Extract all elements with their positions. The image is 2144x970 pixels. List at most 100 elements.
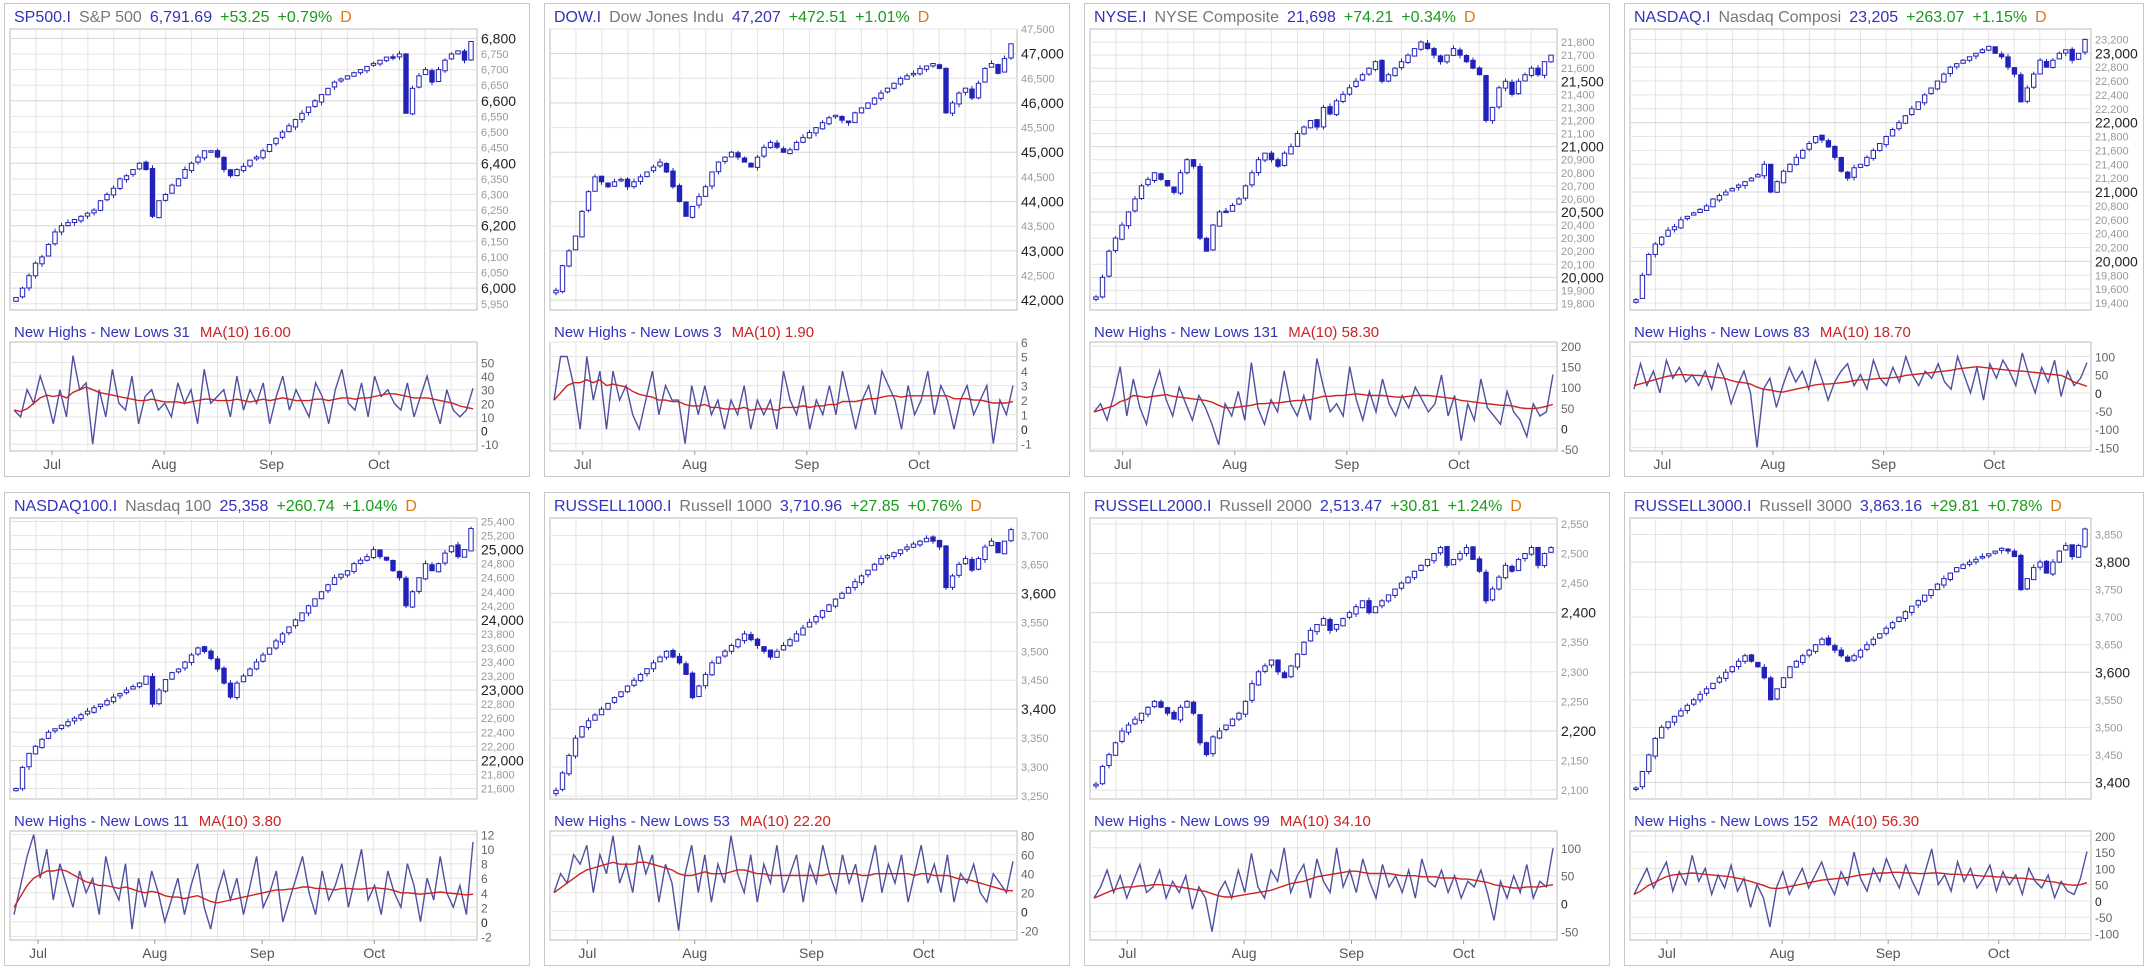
symbol-label[interactable]: NASDAQ.I <box>1634 9 1711 26</box>
candle-body <box>227 169 234 177</box>
candle-body <box>1723 191 1729 196</box>
period-toggle[interactable]: D <box>2035 9 2047 26</box>
period-toggle[interactable]: D <box>917 9 930 26</box>
period-toggle[interactable]: D <box>1510 498 1522 515</box>
chart-panel-nasdaq100[interactable]: NASDAQ100.I Nasdaq 100 25,358 +260.74 +1.04%… <box>4 492 530 966</box>
candle-body <box>832 114 839 118</box>
candle-body <box>240 165 247 172</box>
period-toggle[interactable]: D <box>340 9 352 26</box>
price-tick-label: 6,000 <box>481 280 516 296</box>
price-tick-label: 25,400 <box>481 517 515 529</box>
moving-average-line <box>13 868 474 908</box>
candle-body <box>1177 706 1184 721</box>
candle-body <box>1229 718 1236 727</box>
symbol-label[interactable]: DOW.I <box>554 9 602 26</box>
candle-body <box>1522 552 1528 560</box>
price-tick-label: 3,400 <box>2095 774 2130 790</box>
month-label: Oct <box>1988 945 2010 961</box>
candle-body <box>1229 204 1236 212</box>
candle-body <box>377 549 383 558</box>
period-toggle[interactable]: D <box>970 498 982 515</box>
chart-panel-russell2000[interactable]: RUSSELL2000.I Russell 2000 2,513.47 +30.81 +… <box>1084 492 1610 966</box>
candle-body <box>1262 152 1268 161</box>
candle-body <box>1665 229 1671 237</box>
period-toggle[interactable]: D <box>405 498 417 515</box>
symbol-label[interactable]: SP500.I <box>14 9 71 26</box>
candle-body <box>1889 129 1896 137</box>
price-tick-label: 3,500 <box>2095 722 2123 734</box>
candle-body <box>1190 701 1197 714</box>
candle-body <box>169 184 175 194</box>
price-tick-label: 6,400 <box>481 155 516 171</box>
candle-body <box>930 536 936 542</box>
price-tick-label: 6,650 <box>481 80 509 92</box>
candle-body <box>1954 63 1960 68</box>
candle-body <box>1678 219 1684 229</box>
period-toggle[interactable]: D <box>2050 498 2062 515</box>
chart-panel-russell1000[interactable]: RUSSELL1000.I Russell 1000 3,710.96 +27.85 +… <box>544 492 1070 966</box>
price-tick-label: 21,800 <box>2095 132 2129 144</box>
candle-body <box>1502 80 1509 89</box>
month-label: Jul <box>29 945 47 961</box>
candle-body <box>1158 701 1164 708</box>
price-tick-label: 6,800 <box>481 30 516 46</box>
candle-body <box>253 156 260 160</box>
symbol-label[interactable]: NASDAQ100.I <box>14 498 118 515</box>
candle-body <box>793 141 800 151</box>
chart-panel-nasdaq[interactable]: NASDAQ.I Nasdaq Composi 23,205 +263.07 +1.15… <box>1624 3 2144 477</box>
candle-body <box>2024 87 2030 102</box>
candle-body <box>1197 165 1203 239</box>
candle-body <box>1398 61 1405 69</box>
candle-body <box>279 633 286 643</box>
candle-body <box>709 171 715 187</box>
symbol-label[interactable]: RUSSELL2000.I <box>1094 498 1212 515</box>
candle-body <box>1008 43 1014 59</box>
candle-body <box>1210 736 1216 755</box>
chart-panel-nyse[interactable]: NYSE.I NYSE Composite 21,698 +74.21 +0.34% D … <box>1084 3 1610 477</box>
candle-body <box>1366 67 1372 75</box>
period-toggle[interactable]: D <box>1464 9 1476 26</box>
price-tick-label: 3,400 <box>1021 701 1056 717</box>
candle-body <box>1106 250 1112 277</box>
candle-body <box>1646 754 1652 773</box>
candle-body <box>1476 67 1483 76</box>
candle-body <box>988 540 995 547</box>
candle-body <box>1998 53 2005 58</box>
price-tick-label: 21,300 <box>1561 102 1595 114</box>
candle-body <box>1857 649 1864 658</box>
price-tick-label: 22,200 <box>481 741 515 753</box>
candle-body <box>1528 547 1535 555</box>
candle-body <box>1748 654 1755 662</box>
price-tick-label: 21,400 <box>1561 89 1595 101</box>
breadth-tick-label: 200 <box>2095 830 2115 844</box>
chart-panel-russell3000[interactable]: RUSSELL3000.I Russell 3000 3,863.16 +29.81 +… <box>1624 492 2144 966</box>
symbol-label[interactable]: NYSE.I <box>1094 9 1147 26</box>
percent-change: +0.79% <box>277 9 333 26</box>
chart-panel-sp500[interactable]: SP500.I S&P 500 6,791.69 +53.25 +0.79% D 5,95… <box>4 3 530 477</box>
candle-body <box>286 125 292 133</box>
candle-body <box>1476 558 1483 572</box>
candle-body <box>117 178 123 189</box>
candle-body <box>696 196 702 206</box>
candle-body <box>722 156 728 162</box>
candle-body <box>988 63 995 68</box>
candle-body <box>910 543 917 548</box>
candle-body <box>273 640 279 649</box>
chart-panel-dow[interactable]: DOW.I Dow Jones Indu 47,207 +472.51 +1.01% D … <box>544 3 1070 477</box>
price-tick-label: 2,200 <box>1561 723 1596 739</box>
price-tick-label: 24,600 <box>481 573 515 585</box>
candle-body <box>331 81 338 88</box>
candle-body <box>1548 547 1554 553</box>
candle-body <box>969 88 975 99</box>
candle-body <box>1748 177 1755 182</box>
symbol-label[interactable]: RUSSELL3000.I <box>1634 498 1752 515</box>
candle-body <box>1372 606 1379 614</box>
candle-body <box>91 209 97 214</box>
symbol-label[interactable]: RUSSELL1000.I <box>554 498 672 515</box>
month-label: Oct <box>368 456 390 472</box>
candle-body <box>156 200 162 219</box>
month-label: Aug <box>1770 945 1795 961</box>
candle-body <box>897 549 904 555</box>
candle-body <box>774 142 780 148</box>
candle-body <box>624 178 631 188</box>
